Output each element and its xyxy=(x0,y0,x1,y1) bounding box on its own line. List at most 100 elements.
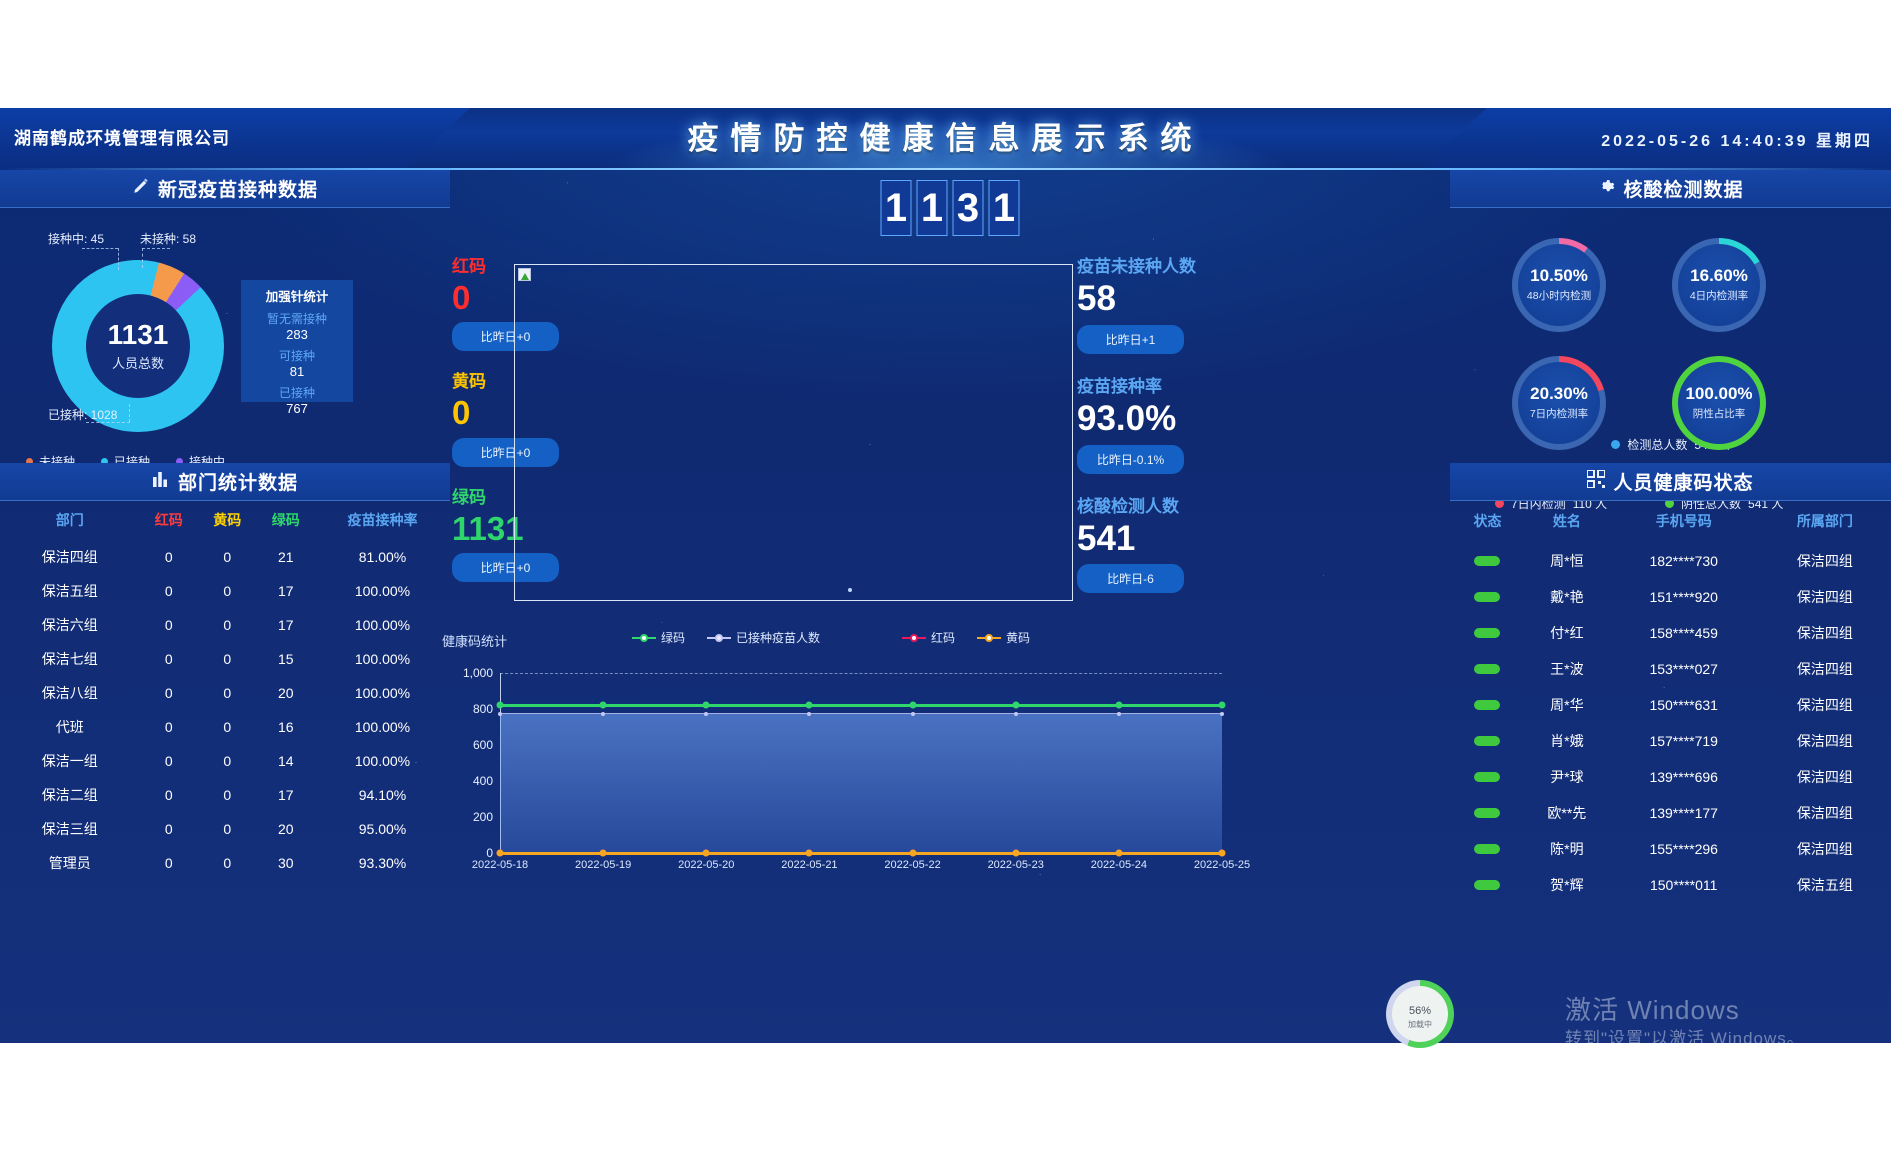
chart-data-point[interactable] xyxy=(807,712,812,717)
chart-x-tick-label: 2022-05-24 xyxy=(1090,859,1147,871)
table-row[interactable]: 周*华 150****631 保洁四组 xyxy=(1450,687,1891,723)
vaccine-panel-header: 新冠疫苗接种数据 xyxy=(0,170,450,208)
chart-data-point[interactable] xyxy=(1220,712,1224,717)
chart-data-point[interactable] xyxy=(599,849,607,857)
code-stat-red-label: 红码 xyxy=(452,257,486,276)
health-col-header-name: 姓名 xyxy=(1552,513,1581,529)
table-row[interactable]: 保洁二组 0 0 17 94.10% xyxy=(0,778,450,812)
chart-data-point[interactable] xyxy=(498,712,502,717)
table-row[interactable]: 代班 0 0 16 100.00% xyxy=(0,710,450,744)
table-row[interactable]: 欧**先 139****177 保洁四组 xyxy=(1450,795,1891,831)
code-stat-red-value: 0 xyxy=(452,279,471,316)
chart-legend[interactable]: 绿码 已接种疫苗人数 红码 黄码 xyxy=(632,629,1044,646)
side-stats-column: 疫苗未接种人数 58 比昨日+1 疫苗接种率 93.0% 比昨日-0.1% 核酸… xyxy=(1077,252,1249,611)
nucleic-gauge-0[interactable]: 10.50% 48小时内检测 xyxy=(1512,238,1606,332)
health-code-trend-chart[interactable]: 健康码统计 绿码 已接种疫苗人数 红码 黄码 0 200 400 600 800 1,000 20… xyxy=(442,625,1250,1043)
chart-data-point[interactable] xyxy=(1218,701,1226,709)
chart-data-point[interactable] xyxy=(909,701,917,709)
dept-cell-red: 0 xyxy=(164,617,173,633)
chart-data-point[interactable] xyxy=(1115,849,1123,857)
chart-x-tick-label: 2022-05-18 xyxy=(471,859,529,871)
dept-cell-green: 17 xyxy=(277,583,294,599)
chart-data-point[interactable] xyxy=(704,712,709,717)
code-stat-green-delta[interactable]: 比昨日+0 xyxy=(452,552,559,582)
booster-label-0: 暂无需接种 xyxy=(266,312,327,326)
table-row[interactable]: 保洁四组 0 0 21 81.00% xyxy=(0,540,450,574)
table-row[interactable]: 贺*辉 150****011 保洁五组 xyxy=(1450,867,1891,903)
stat-nucleic-tested-delta[interactable]: 比昨日-6 xyxy=(1077,564,1184,594)
chart-data-point[interactable] xyxy=(601,712,606,717)
dept-cell-yellow: 0 xyxy=(223,855,232,871)
nucleic-gauge-2[interactable]: 20.30% 7日内检测率 xyxy=(1512,356,1606,450)
nucleic-panel-title: 核酸检测数据 xyxy=(1623,180,1744,201)
status-badge xyxy=(1474,880,1501,890)
dept-col-header-green: 绿码 xyxy=(271,512,300,528)
table-row[interactable]: 肖*娥 157****719 保洁四组 xyxy=(1450,723,1891,759)
chart-data-point[interactable] xyxy=(805,849,813,857)
chart-data-point[interactable] xyxy=(1012,701,1020,709)
health-cell-phone: 150****011 xyxy=(1649,877,1718,893)
chart-x-tick-label: 2022-05-25 xyxy=(1193,859,1251,871)
dept-cell-yellow: 0 xyxy=(223,753,232,769)
table-row[interactable]: 王*波 153****027 保洁四组 xyxy=(1450,651,1891,687)
gauge-label: 阴性占比率 xyxy=(1692,408,1746,421)
dept-table-body-rows: 保洁四组 0 0 21 81.00% 保洁五组 0 0 17 100.00% 保洁六组 0 0 17 100… xyxy=(0,540,450,880)
chart-data-point[interactable] xyxy=(599,701,607,709)
chart-legend-item-3[interactable]: 黄码 xyxy=(977,629,1030,646)
chart-data-point[interactable] xyxy=(1116,712,1121,717)
code-stat-red-delta[interactable]: 比昨日+0 xyxy=(452,322,559,352)
chart-data-point[interactable] xyxy=(1012,849,1020,857)
chart-legend-item-1[interactable]: 已接种疫苗人数 xyxy=(707,629,820,646)
dept-cell-green: 30 xyxy=(277,855,294,871)
status-badge xyxy=(1474,808,1501,818)
table-row[interactable]: 保洁五组 0 0 17 100.00% xyxy=(0,574,450,608)
chart-data-point[interactable] xyxy=(1013,712,1018,717)
table-row[interactable]: 戴*艳 151****920 保洁四组 xyxy=(1450,579,1891,615)
dept-cell-red: 0 xyxy=(164,753,173,769)
progress-value: 56 xyxy=(1408,1004,1422,1017)
table-row[interactable]: 管理员 0 0 30 93.30% xyxy=(0,846,450,880)
dept-table-header-row: 部门 红码 黄码 绿码 疫苗接种率 xyxy=(0,501,450,540)
legend-dot-icon xyxy=(176,458,184,465)
map-visualization-container[interactable] xyxy=(514,264,1073,601)
nucleic-gauge-1[interactable]: 16.60% 4日内检测率 xyxy=(1672,238,1766,332)
chart-data-point[interactable] xyxy=(702,849,710,857)
table-row[interactable]: 保洁七组 0 0 15 100.00% xyxy=(0,642,450,676)
table-row[interactable]: 保洁八组 0 0 20 100.00% xyxy=(0,676,450,710)
health-cell-phone: 139****177 xyxy=(1649,805,1718,821)
chart-data-point[interactable] xyxy=(702,701,710,709)
chart-legend-item-0[interactable]: 绿码 xyxy=(632,629,685,646)
table-row[interactable]: 陈*明 155****296 保洁四组 xyxy=(1450,831,1891,867)
dept-col-header-yellow: 黄码 xyxy=(213,512,242,528)
table-row[interactable]: 尹*球 139****696 保洁四组 xyxy=(1450,759,1891,795)
table-row[interactable]: 付*红 158****459 保洁四组 xyxy=(1450,615,1891,651)
chart-data-point[interactable] xyxy=(496,701,504,709)
chart-data-point[interactable] xyxy=(496,849,504,857)
stat-unvaccinated-label: 疫苗未接种人数 xyxy=(1077,257,1196,276)
chart-data-point[interactable] xyxy=(1115,701,1123,709)
legend-dot-icon xyxy=(26,458,33,465)
dept-statistics-table: 部门 红码 黄码 绿码 疫苗接种率 保洁四组 0 0 21 81.00% 保洁五组 0 0 17… xyxy=(0,501,450,880)
chart-data-point[interactable] xyxy=(909,849,917,857)
chart-legend-item-2[interactable]: 红码 xyxy=(902,629,955,646)
dept-cell-red: 0 xyxy=(164,651,173,667)
code-stat-green-value: 1131 xyxy=(452,509,524,547)
dept-cell-name: 保洁六组 xyxy=(41,617,98,633)
stat-unvaccinated-delta[interactable]: 比昨日+1 xyxy=(1077,324,1184,354)
stat-vaccination-rate-delta[interactable]: 比昨日-0.1% xyxy=(1077,444,1184,474)
dept-cell-yellow: 0 xyxy=(223,719,232,735)
dept-cell-rate: 93.30% xyxy=(358,855,407,871)
dept-cell-rate: 100.00% xyxy=(354,719,411,735)
chart-data-point[interactable] xyxy=(805,701,813,709)
chart-plot-area: 0 200 400 600 800 1,000 2022-05-18 2022-05-19 20… xyxy=(463,666,1250,871)
code-stat-yellow-delta[interactable]: 比昨日+0 xyxy=(452,437,559,467)
chart-data-point[interactable] xyxy=(910,712,915,717)
table-row[interactable]: 保洁一组 0 0 14 100.00% xyxy=(0,744,450,778)
nucleic-gauge-3[interactable]: 100.00% 阴性占比率 xyxy=(1672,356,1766,450)
table-row[interactable]: 保洁三组 0 0 20 95.00% xyxy=(0,812,450,846)
chart-data-point[interactable] xyxy=(1218,849,1226,857)
donut-leader-2 xyxy=(142,248,143,268)
table-row[interactable]: 保洁六组 0 0 17 100.00% xyxy=(0,608,450,642)
table-row[interactable]: 周*恒 182****730 保洁四组 xyxy=(1450,543,1891,579)
dept-cell-rate: 100.00% xyxy=(354,685,411,701)
